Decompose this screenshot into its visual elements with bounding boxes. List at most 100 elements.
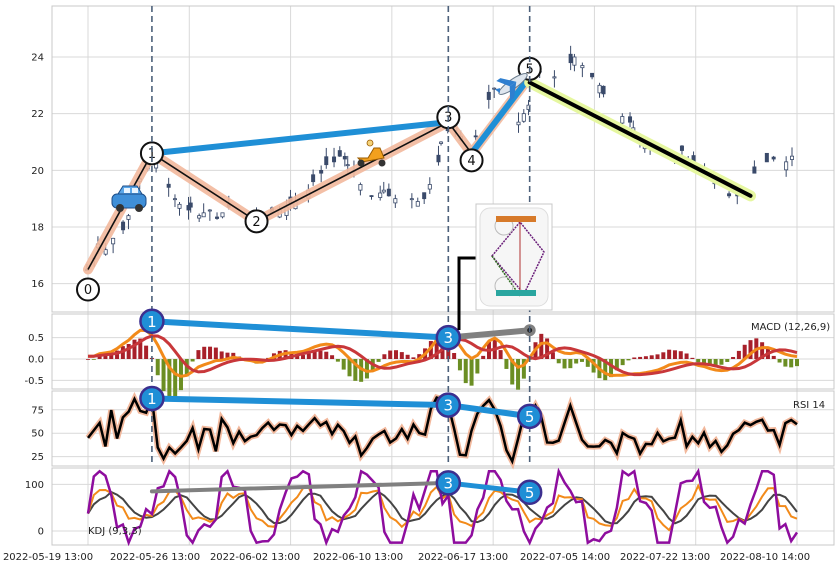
candle-body (172, 198, 177, 201)
macd-histogram-bar (719, 359, 724, 365)
macd-histogram-bar (353, 359, 358, 381)
badge-text: 1 (147, 313, 157, 331)
macd-histogram-bar (335, 359, 340, 362)
price-frame (51, 5, 835, 313)
macd-histogram-bar (184, 359, 189, 377)
macd-histogram-bar (463, 359, 468, 384)
macd-histogram-bar (591, 359, 596, 373)
inset-connector (457, 256, 476, 330)
macd-histogram-bar (661, 352, 666, 359)
candle-body (415, 201, 420, 207)
car-wheel (135, 204, 143, 212)
macd-histogram-bar (702, 359, 707, 364)
macd-histogram-bar (672, 350, 677, 359)
x-tick-label: 2022-05-19 13:00 (3, 552, 93, 563)
macd-histogram-bar (760, 342, 765, 359)
macd-histogram-bar (736, 350, 741, 359)
candle-body (790, 155, 795, 160)
candle-body (358, 184, 363, 191)
macd-histogram-bar (545, 338, 550, 359)
macd-histogram-bar (783, 359, 788, 367)
x-tick-label: 2022-06-17 13:00 (418, 552, 508, 563)
candle-body (220, 212, 225, 218)
candle-body (486, 91, 491, 100)
kdj-badge-5: 5 (516, 479, 543, 506)
candle-body (207, 209, 212, 212)
scooter-rider (366, 139, 374, 147)
candle-body (727, 193, 732, 197)
macd-histogram-bar (330, 355, 335, 359)
macd-histogram-bar (614, 359, 619, 371)
wave-label-text: 4 (467, 154, 475, 169)
macd-histogram-bar (469, 359, 474, 386)
macd-histogram-bar (457, 359, 462, 371)
macd-histogram-bar (405, 354, 410, 359)
macd-histogram-bar (144, 345, 149, 359)
candle-body (492, 87, 497, 90)
macd-histogram-bar (91, 359, 96, 360)
macd-histogram-bar (312, 351, 317, 359)
macd-histogram-bar (643, 356, 648, 359)
candle-body (601, 85, 606, 95)
macd-histogram-bar (190, 359, 195, 362)
macd-histogram-bar (434, 333, 439, 359)
candle-body (186, 205, 191, 211)
macd-histogram-bar (725, 359, 730, 362)
macd-histogram-bar (632, 357, 637, 359)
candle-body (215, 216, 220, 219)
badge-text: 3 (444, 474, 454, 492)
x-tick-label: 2022-07-22 13:00 (620, 552, 710, 563)
macd-histogram-bar (109, 354, 114, 359)
macd-divergence-1-3 (148, 318, 452, 341)
wave-label-text: 2 (252, 215, 260, 230)
macd-histogram-bar (225, 352, 230, 359)
badge-circle (139, 385, 165, 412)
macd-histogram-bar (684, 353, 689, 359)
candle-body (188, 202, 193, 208)
macd-histogram-bar (731, 356, 736, 359)
candle-body (111, 237, 116, 245)
wave-label-1: 1 (139, 141, 164, 166)
macd-histogram-bar (417, 354, 422, 359)
candle-body (342, 156, 347, 160)
y-tick-label: 16 (31, 279, 44, 290)
candle-body (332, 156, 337, 163)
macd-histogram-bar (574, 359, 579, 364)
candle-body (427, 184, 432, 190)
plane-tail (494, 88, 501, 94)
y-tick-label: 0.0 (28, 355, 44, 366)
badge-text: 3 (444, 329, 454, 347)
candle-body (568, 53, 573, 64)
car-icon (111, 185, 147, 212)
macd-histogram-bar (132, 339, 137, 359)
macd-histogram-bar (475, 359, 480, 374)
macd-histogram-bar (318, 350, 323, 359)
kdj-divergence-1-3 (149, 480, 451, 494)
macd-histogram-bar (382, 354, 387, 359)
macd-histogram-bar (609, 359, 614, 378)
candle-body (197, 215, 202, 219)
macd-histogram-bar (521, 359, 526, 379)
badge-text: 5 (525, 484, 535, 502)
macd-histogram-bar (707, 359, 712, 366)
macd-histogram-bar (603, 359, 608, 381)
candle-body (597, 84, 602, 94)
wave-line (87, 76, 531, 270)
wave-label-0: 0 (76, 277, 100, 302)
macd-histogram-bar (428, 341, 433, 359)
macd-histogram-bar (620, 359, 625, 366)
inset-thumbnail (457, 203, 553, 330)
macd-histogram-bar (388, 350, 393, 359)
macd-histogram-bar (690, 357, 695, 359)
candle-body (436, 154, 441, 163)
y-tick-label: 20 (31, 166, 44, 177)
macd-histogram-bar (364, 359, 369, 379)
macd-histogram-bar (585, 359, 590, 367)
macd-histogram-bar (667, 349, 672, 359)
car-window (124, 188, 130, 193)
macd-histogram-bar (452, 352, 457, 359)
macd-histogram-bar (213, 347, 218, 359)
badge-circle (516, 479, 543, 506)
macd-histogram-bar (504, 359, 509, 369)
